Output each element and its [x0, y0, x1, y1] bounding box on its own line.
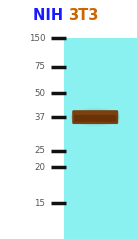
- Text: 75: 75: [34, 62, 45, 71]
- Ellipse shape: [73, 112, 117, 122]
- Text: 37: 37: [34, 113, 45, 122]
- Ellipse shape: [71, 109, 119, 125]
- FancyBboxPatch shape: [74, 115, 116, 122]
- Text: 3T3: 3T3: [68, 8, 99, 23]
- Text: 15: 15: [34, 199, 45, 208]
- Bar: [64, 38, 137, 239]
- Text: 25: 25: [34, 146, 45, 155]
- FancyBboxPatch shape: [72, 110, 118, 124]
- Text: NIH: NIH: [33, 8, 68, 23]
- Ellipse shape: [72, 111, 118, 124]
- Text: 20: 20: [34, 163, 45, 172]
- Text: 150: 150: [29, 34, 45, 43]
- Text: 50: 50: [34, 89, 45, 98]
